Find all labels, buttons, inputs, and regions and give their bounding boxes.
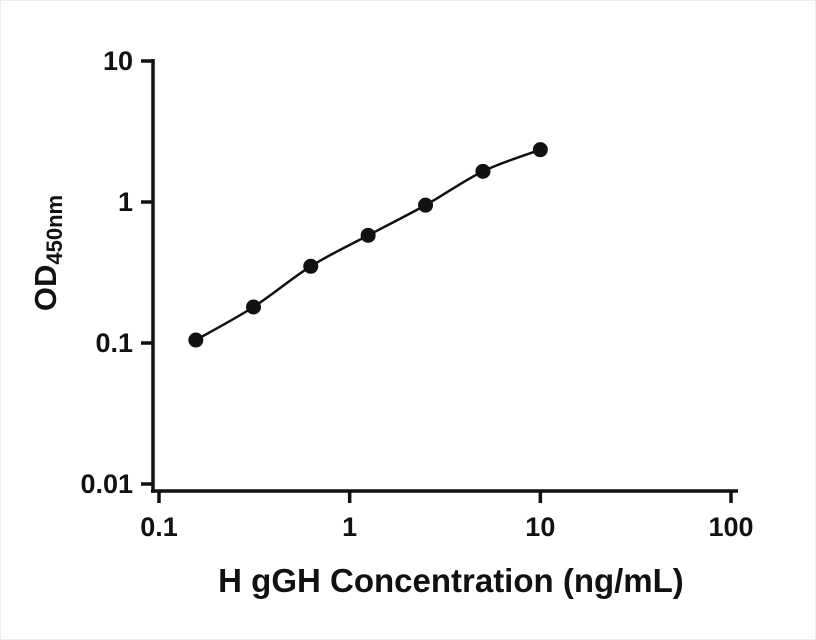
- y-tick-label: 0.1: [95, 328, 133, 358]
- data-series: [188, 142, 548, 348]
- data-point-marker: [303, 258, 319, 274]
- x-tick-label: 1: [342, 512, 357, 542]
- data-point-marker: [532, 142, 548, 158]
- y-tick-label: 1: [118, 187, 133, 217]
- y-axis-label-main: OD: [28, 265, 63, 312]
- y-axis-label-subscript: 450nm: [42, 195, 67, 265]
- axes: [151, 59, 738, 493]
- y-axis-label: OD450nm: [28, 195, 67, 311]
- data-point-marker: [418, 197, 434, 213]
- data-point-marker: [360, 227, 376, 243]
- tick-marks: [141, 59, 733, 503]
- y-tick-label: 0.01: [80, 469, 133, 499]
- x-tick-label: 100: [708, 512, 753, 542]
- data-point-marker: [245, 299, 261, 315]
- x-tick-label: 10: [525, 512, 555, 542]
- y-tick-label: 10: [103, 46, 133, 76]
- x-tick-label: 0.1: [140, 512, 178, 542]
- data-point-marker: [475, 163, 491, 179]
- data-point-marker: [188, 332, 204, 348]
- x-axis-label: H gGH Concentration (ng/mL): [218, 562, 684, 599]
